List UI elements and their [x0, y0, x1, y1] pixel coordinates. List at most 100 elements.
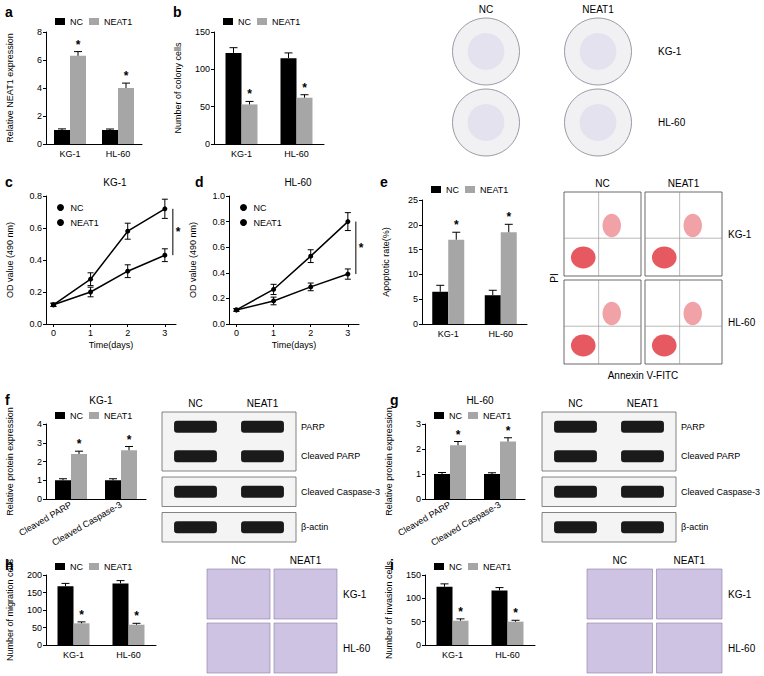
svg-text:NC: NC — [70, 562, 83, 572]
svg-text:0: 0 — [51, 328, 56, 338]
svg-text:Number of colony cells: Number of colony cells — [173, 42, 183, 134]
svg-text:f: f — [5, 392, 10, 408]
svg-text:NEAT1: NEAT1 — [480, 185, 508, 195]
svg-text:*: * — [506, 424, 511, 438]
svg-text:Cleaved PARP: Cleaved PARP — [681, 451, 740, 461]
svg-text:β-actin: β-actin — [301, 522, 328, 532]
svg-text:*: * — [359, 241, 364, 255]
svg-text:HL-60: HL-60 — [466, 395, 494, 406]
svg-text:3: 3 — [345, 328, 350, 338]
svg-text:d: d — [195, 174, 204, 190]
svg-text:0: 0 — [413, 319, 418, 329]
svg-text:0.4: 0.4 — [29, 255, 42, 265]
svg-text:0.6: 0.6 — [212, 242, 225, 252]
svg-text:NEAT1: NEAT1 — [483, 411, 511, 421]
svg-text:NC: NC — [479, 4, 493, 15]
svg-text:β-actin: β-actin — [681, 522, 708, 532]
svg-text:3: 3 — [37, 438, 42, 448]
svg-text:0.2: 0.2 — [29, 287, 42, 297]
svg-text:1: 1 — [416, 469, 421, 479]
svg-text:2: 2 — [308, 328, 313, 338]
svg-text:NEAT1: NEAT1 — [582, 4, 614, 15]
svg-text:HL-60: HL-60 — [284, 177, 312, 188]
svg-text:KG-1: KG-1 — [438, 329, 459, 339]
svg-text:KG-1: KG-1 — [231, 149, 252, 159]
svg-text:NEAT1: NEAT1 — [104, 562, 132, 572]
svg-text:1: 1 — [271, 328, 276, 338]
svg-text:Cleaved Caspase-3: Cleaved Caspase-3 — [429, 500, 502, 548]
svg-text:KG-1: KG-1 — [343, 589, 367, 600]
svg-text:10: 10 — [408, 269, 418, 279]
svg-text:150: 150 — [406, 570, 421, 580]
svg-text:HL-60: HL-60 — [284, 149, 309, 159]
svg-text:150: 150 — [27, 588, 42, 598]
svg-text:0.8: 0.8 — [212, 217, 225, 227]
svg-text:i: i — [390, 557, 394, 573]
svg-text:*: * — [77, 437, 82, 451]
svg-text:2: 2 — [37, 111, 42, 121]
svg-text:1: 1 — [37, 475, 42, 485]
svg-text:0: 0 — [37, 494, 42, 504]
svg-text:KG-1: KG-1 — [728, 229, 752, 240]
svg-text:NC: NC — [70, 411, 83, 421]
svg-text:HL-60: HL-60 — [106, 149, 131, 159]
svg-text:NC: NC — [238, 17, 251, 27]
svg-text:50: 50 — [411, 617, 421, 627]
svg-text:8: 8 — [37, 27, 42, 37]
svg-text:KG-1: KG-1 — [728, 589, 752, 600]
svg-text:*: * — [454, 218, 459, 232]
svg-text:PARP: PARP — [681, 422, 705, 432]
svg-text:PARP: PARP — [301, 422, 325, 432]
svg-text:50: 50 — [32, 623, 42, 633]
svg-text:6: 6 — [37, 55, 42, 65]
svg-text:NC: NC — [71, 203, 84, 213]
svg-text:HL-60: HL-60 — [495, 650, 520, 660]
svg-text:25: 25 — [408, 195, 418, 205]
svg-text:Relative protein expression: Relative protein expression — [5, 407, 15, 516]
svg-text:NEAT1: NEAT1 — [483, 562, 511, 572]
svg-text:NC: NC — [188, 398, 202, 409]
svg-text:NEAT1: NEAT1 — [254, 218, 282, 228]
svg-text:2: 2 — [125, 328, 130, 338]
svg-text:0: 0 — [37, 640, 42, 650]
svg-text:PI: PI — [549, 273, 560, 282]
svg-text:100: 100 — [406, 593, 421, 603]
svg-text:0.0: 0.0 — [29, 319, 42, 329]
svg-text:0.8: 0.8 — [29, 191, 42, 201]
svg-text:0: 0 — [234, 328, 239, 338]
svg-text:Cleaved Caspase-3: Cleaved Caspase-3 — [50, 500, 123, 548]
svg-text:HL-60: HL-60 — [488, 329, 513, 339]
svg-text:Number of migration cells: Number of migration cells — [5, 558, 15, 661]
svg-text:0: 0 — [416, 640, 421, 650]
svg-text:NC: NC — [70, 17, 83, 27]
svg-text:0.2: 0.2 — [212, 293, 225, 303]
svg-text:b: b — [173, 4, 182, 20]
svg-text:NC: NC — [449, 411, 462, 421]
svg-text:200: 200 — [27, 570, 42, 580]
svg-text:KG-1: KG-1 — [89, 395, 113, 406]
svg-text:a: a — [5, 4, 13, 20]
svg-text:*: * — [302, 81, 307, 95]
svg-text:Time(days): Time(days) — [272, 340, 317, 350]
svg-text:2: 2 — [416, 444, 421, 454]
svg-text:NC: NC — [568, 398, 582, 409]
svg-text:Cleaved PARP: Cleaved PARP — [301, 451, 360, 461]
svg-text:*: * — [79, 608, 84, 622]
svg-text:100: 100 — [27, 605, 42, 615]
svg-text:NEAT1: NEAT1 — [247, 398, 279, 409]
svg-text:1: 1 — [88, 328, 93, 338]
svg-text:2: 2 — [37, 457, 42, 467]
svg-text:100: 100 — [195, 64, 210, 74]
svg-text:*: * — [127, 433, 132, 447]
svg-text:NC: NC — [254, 203, 267, 213]
svg-text:g: g — [390, 392, 399, 408]
svg-text:*: * — [124, 69, 129, 83]
svg-text:HL-60: HL-60 — [343, 643, 371, 654]
svg-text:h: h — [5, 557, 14, 573]
svg-text:0.0: 0.0 — [212, 319, 225, 329]
svg-text:5: 5 — [413, 294, 418, 304]
svg-text:4: 4 — [37, 419, 42, 429]
svg-text:15: 15 — [408, 245, 418, 255]
svg-text:NC: NC — [613, 555, 627, 566]
svg-text:Cleaved Caspase-3: Cleaved Caspase-3 — [301, 487, 380, 497]
